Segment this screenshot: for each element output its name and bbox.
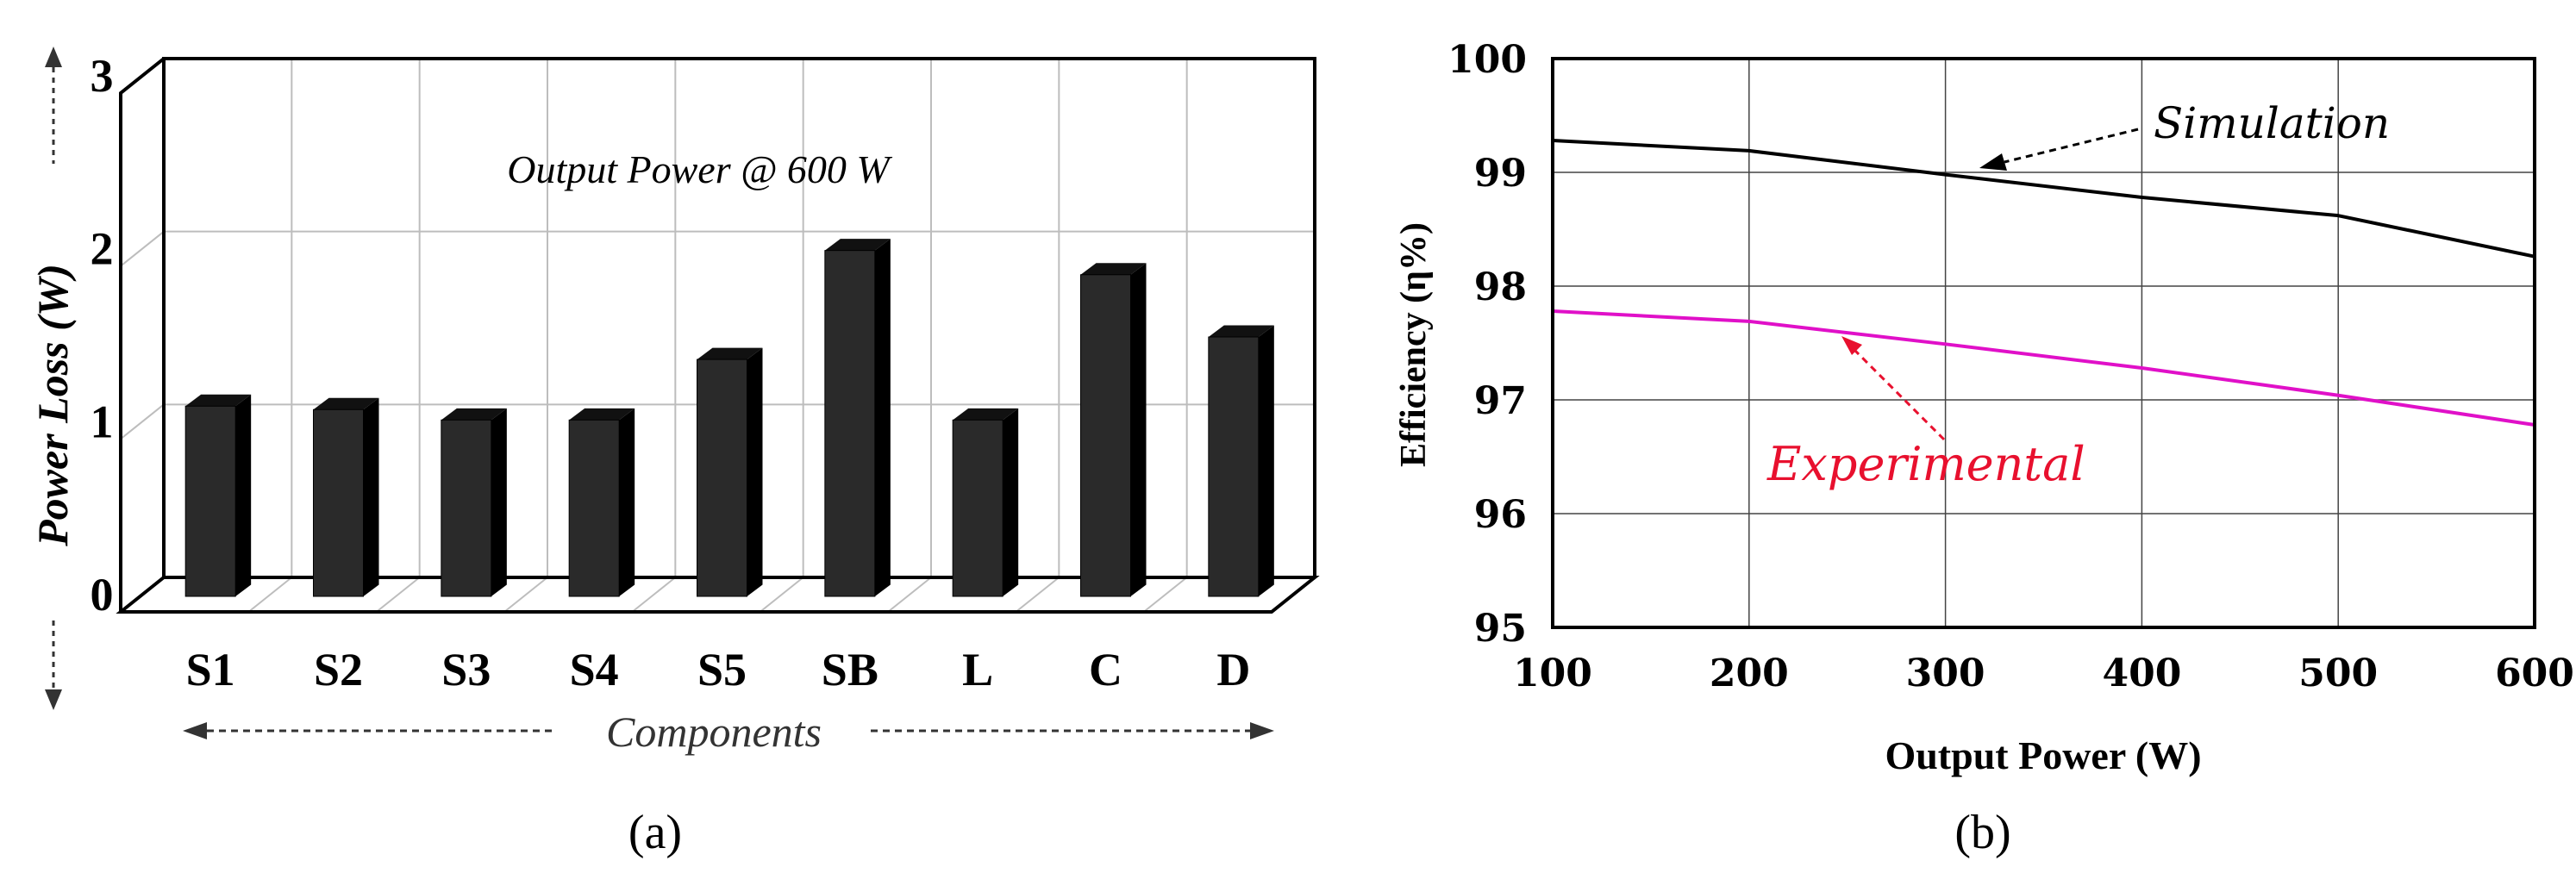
bar-side-S5 bbox=[747, 347, 763, 596]
bar-S1 bbox=[184, 405, 236, 597]
y-tick-label: 1 bbox=[91, 396, 114, 447]
x-tick-label: 600 bbox=[2495, 652, 2574, 695]
y-tick-label: 100 bbox=[1447, 38, 1527, 82]
bar-chart-y-axis-label: Power Loss (W) bbox=[28, 264, 77, 547]
y-tick-label: 2 bbox=[91, 223, 114, 275]
bar-top-S1 bbox=[185, 394, 252, 407]
experimental-annotation: Experimental bbox=[1766, 437, 2085, 491]
bar-top-C bbox=[1080, 263, 1147, 275]
bar-top-SB bbox=[824, 239, 891, 251]
y-tick-label: 95 bbox=[1474, 607, 1527, 651]
x-tick-label: 100 bbox=[1513, 652, 1592, 695]
line-chart-y-ticks: 95 96 97 98 99 100 bbox=[1447, 38, 1527, 651]
y-tick-label: 0 bbox=[91, 569, 114, 620]
x-tick-label: 500 bbox=[2298, 652, 2378, 695]
line-chart-series bbox=[1552, 139, 2535, 427]
x-tick-label: 300 bbox=[1906, 652, 1985, 695]
bar-chart-floor-gridline bbox=[376, 577, 421, 613]
bar-chart-floor-gridline bbox=[887, 577, 932, 613]
bar-top-S5 bbox=[697, 347, 763, 360]
x-tick-label-L: L bbox=[962, 644, 993, 695]
bar-side-S1 bbox=[235, 394, 252, 596]
line-chart-y-axis-label: Efficiency (η%) bbox=[1394, 222, 1434, 467]
x-tick-label: 400 bbox=[2102, 652, 2181, 695]
bar-side-L bbox=[1003, 408, 1019, 596]
bar-chart-floor-gridline bbox=[1015, 577, 1060, 613]
x-tick-label-D: D bbox=[1216, 644, 1250, 695]
bar-chart-gridlines bbox=[120, 59, 1315, 613]
line-chart-x-ticks: 100 200 300 400 500 600 bbox=[1513, 652, 2574, 695]
bar-chart-floor-gridline bbox=[1143, 577, 1188, 613]
bar-chart-sidewall-gridline bbox=[120, 230, 165, 267]
bar-side-C bbox=[1130, 263, 1147, 596]
bar-chart-floor-gridline bbox=[760, 577, 804, 613]
y-tick-label: 99 bbox=[1474, 152, 1527, 196]
line-chart-panel-label: (b) bbox=[1954, 806, 2010, 859]
bar-S4 bbox=[568, 419, 620, 597]
series-line-experimental bbox=[1552, 309, 2535, 427]
bar-chart-panel: 0 1 2 3 S1 S2 S3 S4 S5 SB L C D Output Power @ 600 … bbox=[28, 47, 1320, 859]
bar-chart-frame bbox=[116, 57, 1320, 614]
y-tick-label: 98 bbox=[1474, 265, 1527, 309]
bar-S3 bbox=[441, 419, 492, 597]
bar-chart-bars bbox=[184, 239, 1274, 597]
bar-side-S3 bbox=[491, 408, 507, 596]
simulation-annotation: Simulation bbox=[2154, 98, 2390, 148]
bar-top-S2 bbox=[313, 397, 379, 410]
bar-SB bbox=[824, 250, 876, 597]
bar-chart-x-axis-label: Components bbox=[606, 708, 822, 756]
bar-side-SB bbox=[874, 239, 891, 596]
x-tick-label-S5: S5 bbox=[697, 644, 747, 695]
x-tick-label: 200 bbox=[1710, 652, 1789, 695]
y-tick-label: 96 bbox=[1474, 493, 1527, 537]
x-tick-label-S1: S1 bbox=[186, 644, 235, 695]
x-tick-label-S3: S3 bbox=[441, 644, 491, 695]
y-tick-label: 97 bbox=[1474, 379, 1527, 423]
bar-chart-floor-gridline bbox=[247, 577, 292, 613]
line-chart-x-axis-label: Output Power (W) bbox=[1885, 733, 2201, 777]
bar-chart-y-arrows bbox=[45, 47, 62, 710]
bar-D bbox=[1208, 336, 1260, 597]
bar-chart-floor-gridline bbox=[503, 577, 548, 613]
bar-top-S3 bbox=[441, 408, 507, 421]
experimental-arrow bbox=[1841, 336, 1946, 441]
bar-S5 bbox=[697, 359, 747, 597]
bar-side-S2 bbox=[363, 397, 379, 596]
bar-chart-annotation: Output Power @ 600 W bbox=[507, 147, 892, 191]
bar-chart-side-wall bbox=[119, 57, 166, 612]
bar-top-D bbox=[1208, 325, 1274, 337]
line-chart-panel: 95 96 97 98 99 100 100 200 300 400 500 600 Simulat… bbox=[1394, 38, 2574, 859]
bar-top-S4 bbox=[569, 408, 635, 421]
bar-chart-x-arrows bbox=[183, 722, 1274, 739]
x-tick-label-S4: S4 bbox=[570, 644, 619, 695]
bar-chart-floor bbox=[116, 576, 1320, 614]
simulation-arrow bbox=[1979, 128, 2139, 171]
line-chart-frame bbox=[1551, 57, 2536, 629]
bar-chart-x-ticks: S1 S2 S3 S4 S5 SB L C D bbox=[186, 644, 1251, 695]
bar-S2 bbox=[313, 408, 364, 597]
bar-side-S4 bbox=[619, 408, 635, 596]
bar-chart-sidewall-gridline bbox=[120, 403, 165, 440]
bar-chart-y-ticks: 0 1 2 3 bbox=[91, 50, 114, 620]
bar-C bbox=[1080, 274, 1131, 597]
x-tick-label-SB: SB bbox=[822, 644, 878, 695]
bar-chart-back-wall bbox=[162, 57, 1316, 577]
y-tick-label: 3 bbox=[91, 50, 114, 102]
x-tick-label-C: C bbox=[1089, 644, 1122, 695]
x-tick-label-S2: S2 bbox=[314, 644, 363, 695]
bar-chart-panel-label: (a) bbox=[628, 806, 682, 859]
bar-L bbox=[952, 419, 1004, 597]
bar-chart-floor-gridline bbox=[631, 577, 676, 613]
bar-top-L bbox=[953, 408, 1019, 421]
bar-side-D bbox=[1258, 325, 1274, 596]
series-line-simulation bbox=[1552, 139, 2535, 259]
